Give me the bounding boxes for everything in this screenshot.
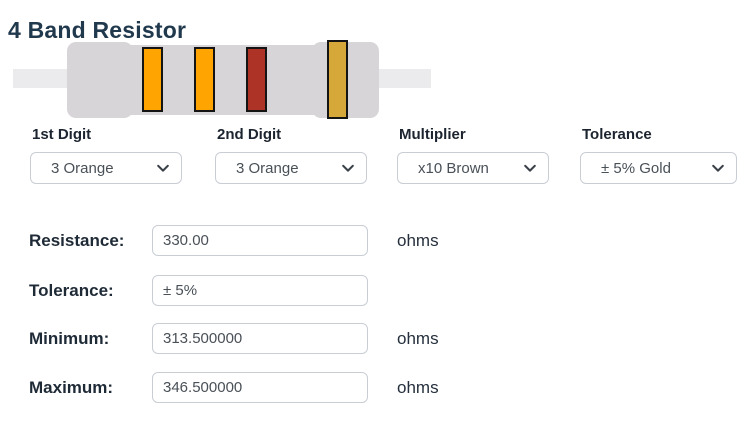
result-label-resistance: Resistance: [29,231,125,250]
selector-column-tolerance: Tolerance ± 5% Gold [580,126,737,186]
result-row-tolerance: Tolerance: [0,275,744,306]
selector-column-multiplier: Multiplier x10 Brown [397,126,549,186]
band-multiplier [246,47,267,112]
result-label-tolerance: Tolerance: [29,281,114,300]
select-label-tolerance: Tolerance [582,126,652,143]
result-label-minimum: Minimum: [29,329,110,348]
select-label-multiplier: Multiplier [399,126,466,143]
resistance-input[interactable] [152,225,368,256]
select-2nd-digit[interactable]: 3 Orange [215,152,367,184]
maximum-input[interactable] [152,372,368,403]
unit-label-ohms: ohms [397,329,439,348]
page-title: 4 Band Resistor [8,17,187,44]
result-row-minimum: Minimum: ohms [0,323,744,354]
result-row-resistance: Resistance: ohms [0,225,744,256]
select-1st-digit[interactable]: 3 Orange [30,152,182,184]
select-tolerance[interactable]: ± 5% Gold [580,152,737,184]
select-label-1st-digit: 1st Digit [32,126,92,143]
unit-label-ohms: ohms [397,231,439,250]
minimum-input[interactable] [152,323,368,354]
select-multiplier[interactable]: x10 Brown [397,152,549,184]
band-2nd-digit [194,47,215,112]
band-1st-digit [142,47,163,112]
result-label-maximum: Maximum: [29,378,114,397]
select-label-2nd-digit: 2nd Digit [217,126,282,143]
result-row-maximum: Maximum: ohms [0,372,744,403]
tolerance-input[interactable] [152,275,368,306]
selector-column-1st-digit: 1st Digit 3 Orange [30,126,182,186]
unit-label-ohms: ohms [397,378,439,397]
band-tolerance [327,40,348,119]
selector-column-2nd-digit: 2nd Digit 3 Orange [215,126,367,186]
